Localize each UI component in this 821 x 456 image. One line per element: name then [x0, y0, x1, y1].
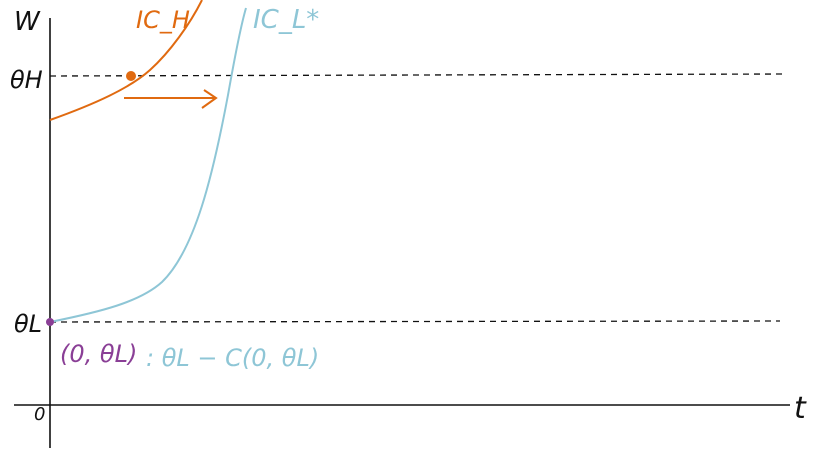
point-coordinate-label: (0, θL)	[60, 340, 137, 368]
point-utility-label: : θL − C(0, θL)	[146, 344, 319, 372]
theta-h-label: θH	[10, 66, 43, 94]
x-axis-label: t	[794, 391, 807, 426]
theta-l-label: θL	[14, 310, 42, 338]
ic-l-curve	[49, 7, 247, 323]
ic-h-label: IC_H	[136, 6, 190, 34]
theta-l-point	[46, 318, 54, 326]
ic-h-curve	[49, 0, 203, 121]
theta-l-dashed-line	[49, 320, 781, 323]
theta-h-dashed-line	[49, 73, 786, 77]
origin-label: 0	[34, 404, 45, 425]
ic-l-label: IC_L*	[253, 5, 319, 35]
shift-arrow-head	[201, 89, 218, 109]
ic-h-point	[126, 71, 136, 81]
y-axis-label: W	[14, 7, 41, 37]
